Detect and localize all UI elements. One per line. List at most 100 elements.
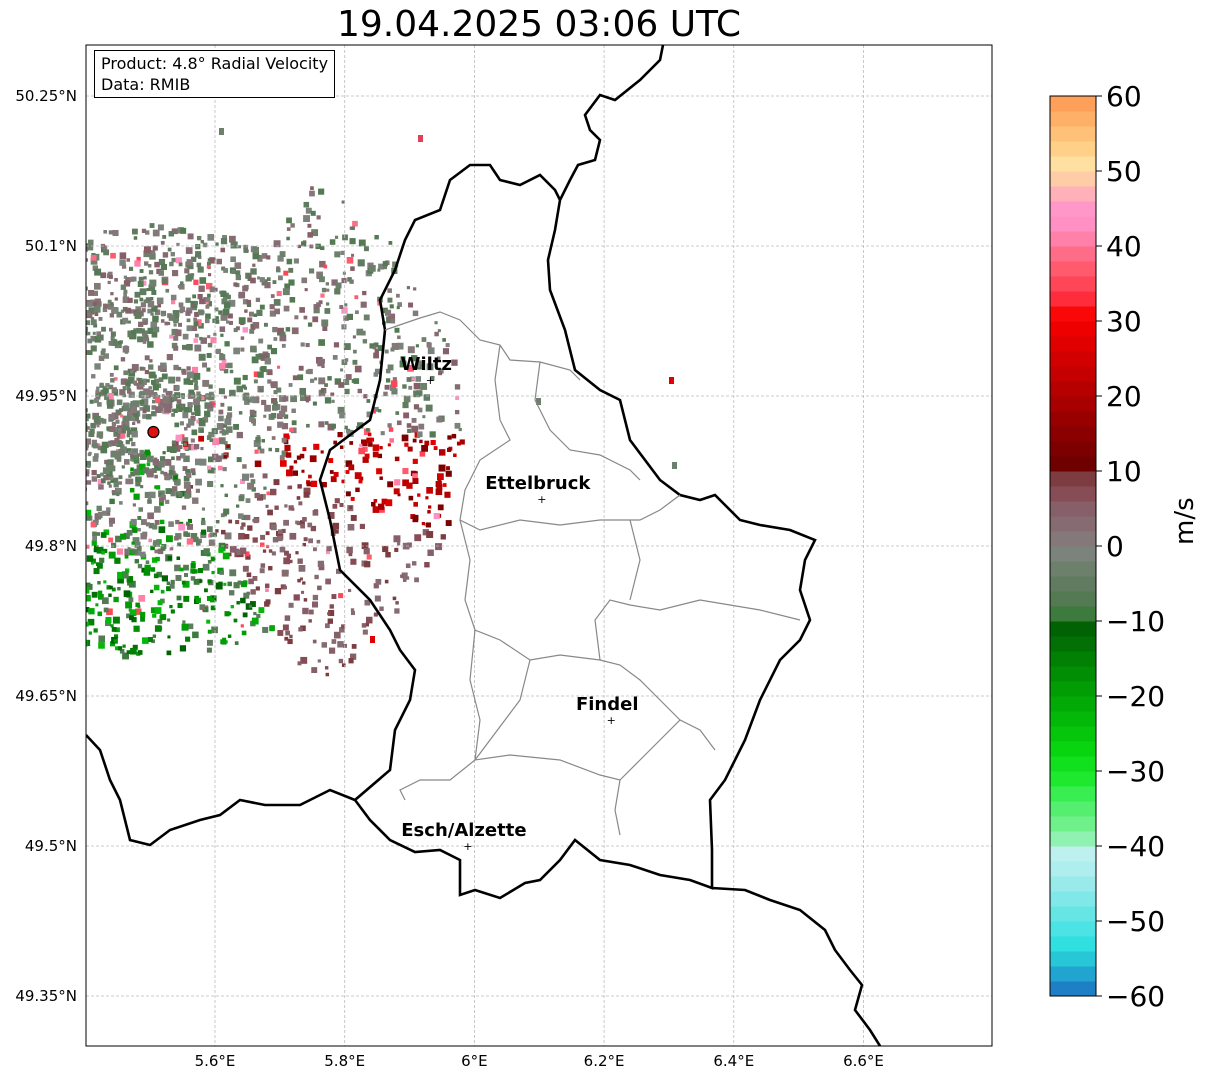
radar-pixel <box>193 411 197 416</box>
radar-pixel <box>44 601 51 608</box>
radar-pixel <box>147 499 152 504</box>
radar-pixel <box>359 523 365 530</box>
radar-pixel <box>107 392 114 400</box>
colorbar-tick-label: −60 <box>1106 980 1165 1013</box>
colorbar-segment <box>1050 876 1096 892</box>
radar-pixel <box>440 534 446 540</box>
radar-pixel <box>426 487 433 494</box>
radar-pixel <box>132 644 138 650</box>
radar-pixel <box>186 325 193 332</box>
colorbar-segment <box>1050 561 1096 577</box>
radar-pixel <box>148 270 154 275</box>
radar-pixel <box>135 481 141 487</box>
radar-pixel <box>244 309 248 313</box>
radar-pixel <box>180 281 184 285</box>
lon-tick-label: 5.8°E <box>324 1052 365 1070</box>
radar-pixel <box>153 573 159 579</box>
radar-pixel <box>163 388 168 393</box>
radar-pixel <box>446 466 450 471</box>
radar-pixel <box>407 346 415 354</box>
radar-pixel <box>181 344 187 350</box>
radar-pixel <box>171 328 178 336</box>
radar-pixel <box>180 434 185 439</box>
colorbar-segment <box>1050 261 1096 277</box>
radar-pixel <box>297 558 303 564</box>
radar-pixel <box>86 480 92 485</box>
radar-pixel <box>48 362 51 365</box>
radar-pixel <box>195 251 202 258</box>
radar-pixel <box>166 581 171 586</box>
radar-pixel <box>327 612 331 616</box>
radar-pixel <box>86 587 90 594</box>
radar-pixel <box>299 387 307 395</box>
radar-pixel <box>128 391 135 398</box>
radar-pixel <box>166 650 172 656</box>
radar-pixel <box>141 330 148 336</box>
radar-pixel <box>101 418 107 424</box>
radar-pixel <box>106 464 112 470</box>
radar-pixel <box>283 585 287 590</box>
radar-pixel <box>42 605 46 609</box>
radar-pixel <box>72 298 78 304</box>
radar-pixel <box>257 371 264 378</box>
radar-pixel <box>355 310 359 315</box>
radar-pixel <box>108 274 113 279</box>
canton-boundary <box>399 629 481 801</box>
radar-pixel <box>362 446 368 452</box>
radar-pixel <box>266 491 271 496</box>
radar-pixel <box>73 483 78 488</box>
radar-pixel <box>14 374 19 379</box>
radar-pixel <box>415 376 422 382</box>
radar-pixel <box>147 264 152 268</box>
radar-pixel <box>40 320 43 323</box>
radar-pixel <box>111 421 117 427</box>
radar-pixel <box>1 425 7 431</box>
radar-pixel <box>94 312 99 317</box>
radar-pixel <box>174 329 182 337</box>
radar-pixel <box>254 492 260 499</box>
radar-pixel <box>338 382 344 388</box>
radar-pixel <box>58 457 64 463</box>
radar-pixel <box>256 309 263 316</box>
radar-pixel <box>66 256 72 262</box>
colorbar-segment <box>1050 711 1096 727</box>
radar-pixel <box>364 453 370 459</box>
radar-pixel <box>177 602 183 609</box>
radar-pixel <box>90 258 98 265</box>
radar-pixel <box>0 526 4 531</box>
radar-pixel <box>54 432 59 437</box>
radar-pixel <box>379 606 384 611</box>
radar-pixel <box>86 310 91 316</box>
radar-pixel <box>171 300 176 305</box>
radar-pixel <box>259 277 265 283</box>
radar-pixel <box>308 619 312 623</box>
radar-pixel <box>381 498 388 505</box>
radar-pixel <box>339 445 344 449</box>
radar-pixel <box>208 394 215 401</box>
lon-tick-label: 6°E <box>461 1052 488 1070</box>
radar-pixel <box>392 377 397 382</box>
radar-pixel <box>286 236 290 241</box>
radar-pixel <box>89 399 94 404</box>
radar-pixel <box>41 560 48 567</box>
radar-pixel <box>49 505 55 511</box>
radar-pixel <box>51 497 55 501</box>
radar-pixel <box>253 412 257 416</box>
radar-pixel <box>19 374 24 379</box>
radar-pixel <box>151 468 157 473</box>
radar-pixel <box>324 397 332 404</box>
radar-pixel <box>157 365 164 371</box>
radar-pixel <box>19 325 23 329</box>
radar-pixel <box>318 339 325 346</box>
radar-pixel <box>86 417 89 422</box>
radar-pixel <box>403 412 410 419</box>
radar-pixel <box>103 230 107 234</box>
city-label: Wiltz <box>401 354 452 375</box>
canton-boundary <box>473 659 716 781</box>
radar-pixel <box>152 459 159 466</box>
radar-pixel <box>363 314 370 321</box>
radar-pixel <box>220 247 226 253</box>
radar-pixel <box>433 512 440 520</box>
radar-pixel <box>98 484 102 488</box>
colorbar-segment <box>1050 201 1096 217</box>
